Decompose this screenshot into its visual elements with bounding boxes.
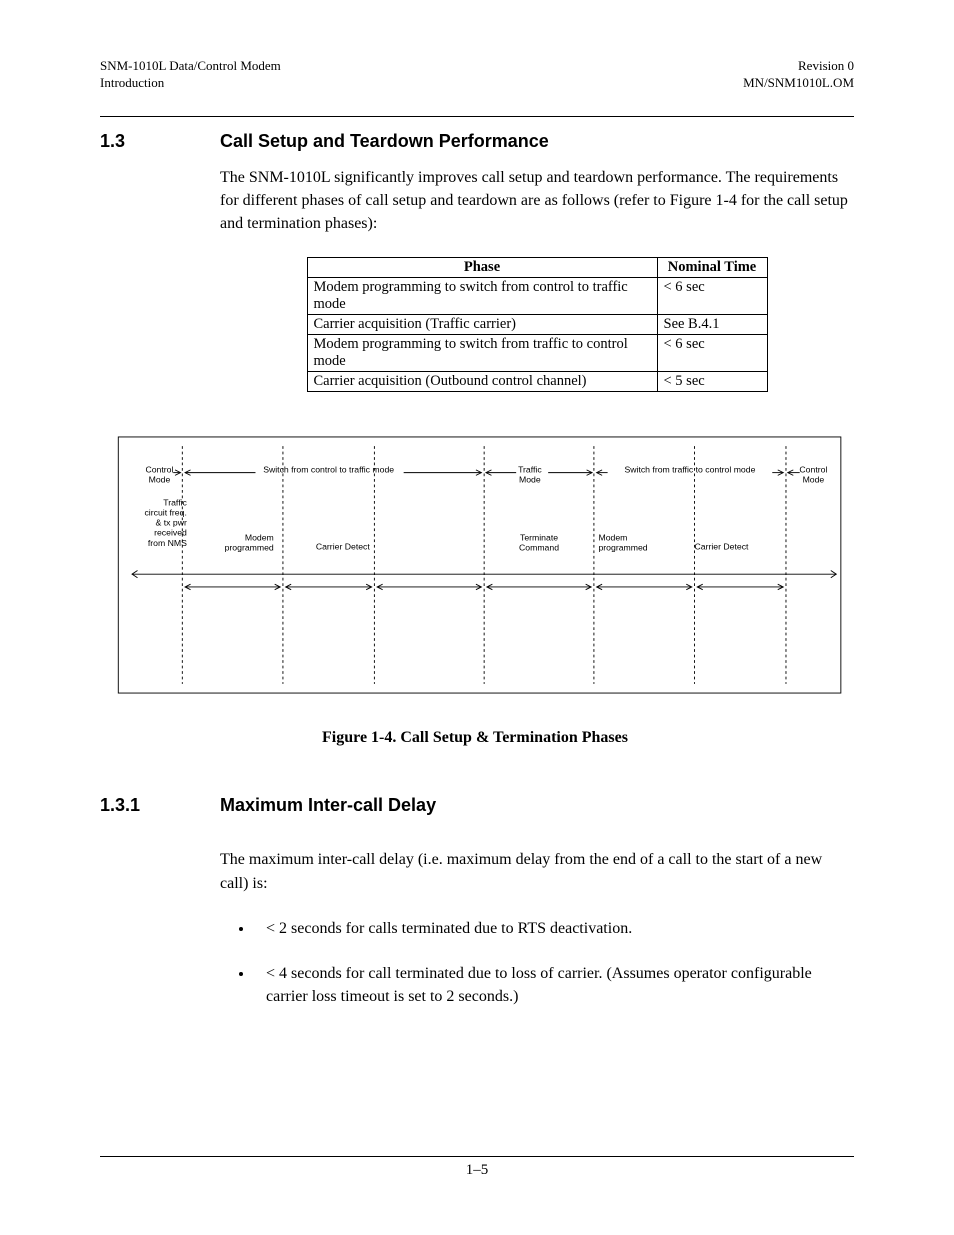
phase-table: Phase Nominal Time Modem programming to … — [307, 257, 768, 392]
svg-text:Modem: Modem — [245, 533, 274, 543]
bullet-item: < 4 seconds for call terminated due to l… — [254, 962, 854, 1008]
section-1-3-number: 1.3 — [100, 131, 220, 152]
header-left-line1: SNM-1010L Data/Control Modem — [100, 58, 281, 75]
table-row: Modem programming to switch from traffic… — [307, 335, 767, 372]
cell-phase: Carrier acquisition (Outbound control ch… — [307, 372, 657, 392]
section-1-3-heading: 1.3 Call Setup and Teardown Performance — [100, 131, 854, 152]
th-nominal-time: Nominal Time — [657, 258, 767, 278]
section-1-3-1-heading: 1.3.1 Maximum Inter-call Delay — [100, 795, 854, 816]
svg-text:Control: Control — [145, 465, 173, 475]
section-1-3-para: The SNM-1010L significantly improves cal… — [220, 166, 854, 236]
header-left: SNM-1010L Data/Control Modem Introductio… — [100, 58, 281, 92]
cell-phase: Modem programming to switch from traffic… — [307, 335, 657, 372]
svg-text:Carrier Detect: Carrier Detect — [695, 542, 750, 552]
header-left-line2: Introduction — [100, 75, 281, 92]
svg-text:Switch from control to traffic: Switch from control to traffic mode — [263, 465, 394, 475]
svg-text:Traffic: Traffic — [518, 465, 542, 475]
svg-text:& tx pwr: & tx pwr — [156, 518, 187, 528]
svg-text:from NMS: from NMS — [148, 538, 187, 548]
header-right-line2: MN/SNM1010L.OM — [743, 75, 854, 92]
section-1-3-1-title: Maximum Inter-call Delay — [220, 795, 436, 816]
figure-1-4-caption: Figure 1-4. Call Setup & Termination Pha… — [100, 729, 850, 747]
svg-text:Mode: Mode — [803, 475, 825, 485]
svg-text:programmed: programmed — [225, 543, 274, 553]
svg-text:received: received — [154, 528, 187, 538]
section-1-3-1-number: 1.3.1 — [100, 795, 220, 816]
svg-text:Control: Control — [799, 465, 827, 475]
diagram-svg: ControlModeTrafficModeControlModeSwitch … — [100, 420, 850, 710]
cell-time: See B.4.1 — [657, 315, 767, 335]
section-1-3-title: Call Setup and Teardown Performance — [220, 131, 549, 152]
cell-phase: Modem programming to switch from control… — [307, 278, 657, 315]
svg-text:Switch from traffic to control: Switch from traffic to control mode — [624, 465, 755, 475]
svg-text:Traffic: Traffic — [163, 498, 187, 508]
table-row: Carrier acquisition (Outbound control ch… — [307, 372, 767, 392]
cell-phase: Carrier acquisition (Traffic carrier) — [307, 315, 657, 335]
page-number: 1–5 — [0, 1162, 954, 1179]
svg-text:circuit freq.: circuit freq. — [144, 508, 186, 518]
bullet-item: < 2 seconds for calls terminated due to … — [254, 917, 854, 940]
svg-text:Modem: Modem — [598, 533, 627, 543]
th-phase: Phase — [307, 258, 657, 278]
footer-rule — [100, 1156, 854, 1157]
svg-text:Mode: Mode — [519, 475, 541, 485]
svg-text:Command: Command — [519, 543, 559, 553]
header-rule — [100, 116, 854, 117]
table-row: Modem programming to switch from control… — [307, 278, 767, 315]
bullet-list: < 2 seconds for calls terminated due to … — [220, 917, 854, 1009]
table-row: Carrier acquisition (Traffic carrier) Se… — [307, 315, 767, 335]
svg-text:programmed: programmed — [598, 543, 647, 553]
svg-text:Carrier Detect: Carrier Detect — [316, 542, 371, 552]
page-header: SNM-1010L Data/Control Modem Introductio… — [100, 58, 854, 92]
cell-time: < 6 sec — [657, 335, 767, 372]
header-right: Revision 0 MN/SNM1010L.OM — [743, 58, 854, 92]
header-right-line1: Revision 0 — [743, 58, 854, 75]
cell-time: < 6 sec — [657, 278, 767, 315]
table-header-row: Phase Nominal Time — [307, 258, 767, 278]
svg-text:Terminate: Terminate — [520, 533, 558, 543]
figure-1-4-diagram: ControlModeTrafficModeControlModeSwitch … — [100, 420, 850, 747]
cell-time: < 5 sec — [657, 372, 767, 392]
section-1-3-body: The SNM-1010L significantly improves cal… — [220, 166, 854, 393]
section-1-3-1-body: The maximum inter-call delay (i.e. maxim… — [220, 848, 854, 1008]
svg-text:Mode: Mode — [149, 475, 171, 485]
section-1-3-1-para: The maximum inter-call delay (i.e. maxim… — [220, 848, 854, 894]
